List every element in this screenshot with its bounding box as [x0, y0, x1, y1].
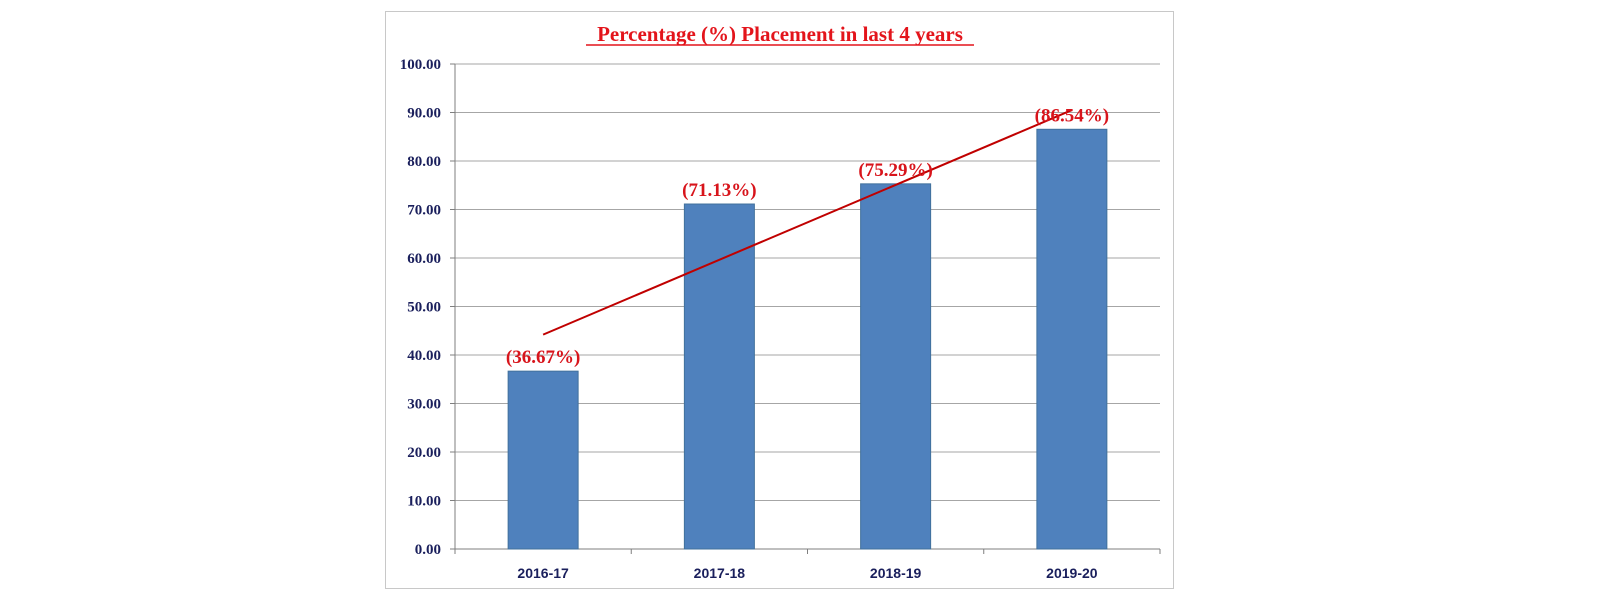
y-tick-label: 30.00: [407, 397, 441, 413]
data-label: (71.13%): [682, 180, 756, 201]
bar-2017-18: [683, 203, 755, 550]
bar-layer: [507, 128, 1108, 550]
x-tick-label: 2017-18: [694, 565, 746, 581]
y-tick-label: 90.00: [407, 106, 441, 122]
bar-2016-17: [507, 370, 579, 550]
chart-title: Percentage (%) Placement in last 4 years: [597, 22, 963, 46]
y-tick-label: 70.00: [407, 203, 441, 219]
y-tick-label: 60.00: [407, 251, 441, 267]
y-tick-label: 10.00: [407, 494, 441, 510]
data-label: (86.54%): [1035, 105, 1109, 126]
axis-layer: 0.00 10.00 20.00 30.00 40.00 50.00 60.00 70.00 8…: [400, 57, 1161, 581]
bar-2018-19: [860, 183, 932, 550]
data-label: (36.67%): [506, 347, 580, 368]
y-tick-label: 40.00: [407, 348, 441, 364]
x-tick-label: 2018-19: [870, 565, 922, 581]
y-tick-label: 50.00: [407, 300, 441, 316]
data-label: (75.29%): [858, 160, 932, 181]
y-tick-label: 100.00: [400, 57, 441, 73]
trendline: [542, 109, 1073, 336]
x-tick-label: 2016-17: [517, 565, 569, 581]
bar-2019-20: [1036, 128, 1108, 550]
x-tick-label: 2019-20: [1046, 565, 1098, 581]
y-tick-label: 80.00: [407, 154, 441, 170]
data-label-layer: (36.67%) (71.13%) (75.29%) (86.54%): [506, 105, 1109, 368]
y-tick-label: 20.00: [407, 445, 441, 461]
y-tick-label: 0.00: [415, 542, 441, 558]
trendline-layer: [542, 109, 1073, 336]
